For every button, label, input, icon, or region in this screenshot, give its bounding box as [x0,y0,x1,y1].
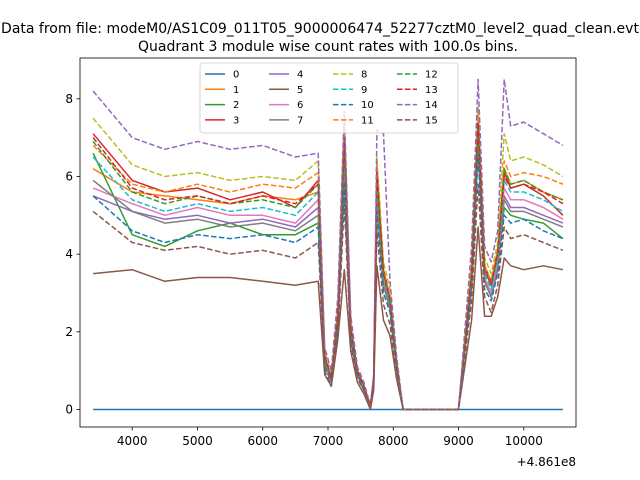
series-lines [92,78,564,411]
y-tick-label: 0 [65,403,73,417]
x-tick-label: 8000 [378,434,409,448]
x-offset-label: +4.861e8 [517,455,576,469]
series-line-14 [92,78,564,411]
legend-label-8: 8 [361,70,367,81]
figure-suptitle: Data from file: modeM0/AS1C09_011T05_900… [1,21,639,37]
x-tick-label: 9000 [443,434,474,448]
series-line-15 [92,183,564,411]
legend-label-0: 0 [233,70,239,81]
series-line-8 [92,105,564,411]
legend-label-14: 14 [425,100,438,111]
legend-label-5: 5 [297,85,303,96]
legend-label-9: 9 [361,85,367,96]
legend-label-1: 1 [233,85,239,96]
y-tick-label: 8 [65,92,73,106]
x-tick-label: 5000 [182,434,213,448]
legend-label-15: 15 [425,115,438,126]
legend-label-12: 12 [425,70,438,81]
series-line-12 [92,125,564,411]
legend-label-3: 3 [233,115,239,126]
legend-label-4: 4 [297,70,303,81]
x-tick-label: 6000 [247,434,278,448]
y-axis: 0 2 4 6 8 [65,92,80,417]
x-tick-label: 4000 [117,434,148,448]
series-line-11 [92,113,564,411]
legend-box [199,62,459,134]
legend-label-11: 11 [361,115,374,126]
legend-label-13: 13 [425,85,438,96]
y-tick-label: 4 [65,247,73,261]
x-tick-label: 7000 [313,434,344,448]
legend-label-7: 7 [297,115,303,126]
series-line-13 [92,121,564,411]
y-tick-label: 6 [65,169,73,183]
series-line-10 [92,152,564,411]
legend-label-2: 2 [233,100,239,111]
x-axis: 4000 5000 6000 7000 8000 9000 10000 [117,427,543,448]
chart-title: Quadrant 3 module wise count rates with … [138,39,518,55]
y-tick-label: 2 [65,325,73,339]
x-tick-label: 10000 [505,434,543,448]
series-line-5 [93,226,564,411]
legend-label-10: 10 [361,100,374,111]
legend-label-6: 6 [297,100,303,111]
